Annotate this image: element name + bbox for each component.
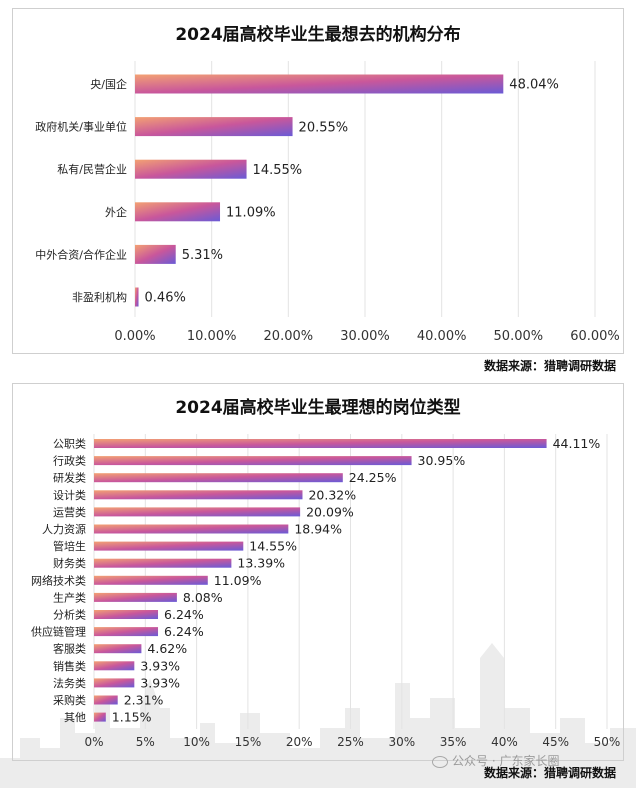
value-label: 24.25%	[349, 470, 397, 485]
x-tick-label: 35%	[440, 735, 467, 749]
category-label: 采购类	[53, 693, 86, 707]
institution-chart-title: 2024届高校毕业生最想去的机构分布	[175, 25, 461, 45]
category-label: 供应链管理	[31, 625, 86, 639]
bar	[94, 644, 142, 654]
category-label: 其他	[64, 711, 86, 724]
x-tick-label: 50.00%	[494, 329, 544, 344]
value-label: 8.08%	[183, 590, 223, 605]
bar	[135, 159, 247, 179]
bar	[135, 244, 176, 264]
bar	[94, 575, 208, 585]
category-label: 销售类	[53, 659, 86, 673]
category-label: 非盈利机构	[72, 290, 127, 304]
value-label: 6.24%	[164, 624, 204, 639]
value-label: 13.39%	[237, 556, 285, 571]
category-label: 法务类	[53, 676, 86, 690]
category-label: 行政类	[53, 454, 86, 468]
category-label: 分析类	[53, 607, 86, 621]
skyline-background	[0, 643, 636, 788]
bar	[94, 507, 301, 517]
watermark-text: 公众号 · 广东家长圈	[452, 754, 560, 768]
value-label: 14.55%	[253, 163, 303, 178]
bar	[94, 490, 303, 500]
x-tick-label: 30.00%	[340, 329, 390, 344]
value-label: 14.55%	[249, 539, 297, 554]
bar	[94, 473, 343, 483]
bar	[94, 627, 159, 637]
value-label: 48.04%	[509, 78, 559, 93]
x-tick-label: 10.00%	[187, 329, 237, 344]
value-label: 18.94%	[294, 522, 342, 537]
x-tick-label: 5%	[136, 735, 155, 749]
bar	[94, 695, 118, 705]
watermark: 公众号 · 广东家长圈	[432, 752, 559, 769]
x-tick-label: 10%	[183, 735, 210, 749]
bar	[94, 610, 159, 619]
category-label: 财务类	[53, 556, 86, 570]
value-label: 11.09%	[214, 573, 262, 588]
bar	[135, 117, 293, 137]
bar	[94, 558, 232, 568]
bar	[135, 202, 221, 222]
category-label: 私有/民营企业	[57, 162, 127, 176]
category-label: 人力资源	[42, 522, 86, 536]
category-label: 客服类	[53, 642, 86, 656]
value-label: 0.46%	[145, 291, 186, 306]
value-label: 3.93%	[140, 675, 180, 690]
position-chart-source: 数据来源：猎聘调研数据	[483, 766, 616, 780]
position-chart-panel: 2024届高校毕业生最理想的岗位类型 0% 5% 10% 15% 20% 25% 30% 35…	[12, 383, 624, 761]
bar	[135, 287, 139, 307]
category-label: 公职类	[53, 436, 86, 450]
institution-bar-chart: 0.00% 10.00% 20.00% 30.00% 40.00% 50.00% 60.00…	[35, 61, 620, 344]
category-label: 管培生	[53, 539, 86, 553]
bar	[94, 661, 135, 671]
value-label: 4.62%	[147, 641, 187, 656]
bar	[94, 456, 412, 466]
bar	[94, 524, 289, 534]
x-tick-label: 15%	[235, 735, 262, 749]
position-bar-chart: 0% 5% 10% 15% 20% 25% 30% 35% 40% 45% 50% 公职类 44.11%…	[31, 434, 621, 749]
x-tick-label: 0.00%	[114, 329, 155, 344]
category-label: 政府机关/事业单位	[35, 120, 127, 134]
x-tick-label: 25%	[337, 735, 364, 749]
x-tick-label: 40.00%	[417, 329, 467, 344]
x-tick-label: 30%	[388, 735, 415, 749]
wechat-icon	[432, 755, 448, 768]
institution-chart-panel: 2024届高校毕业生最想去的机构分布 0.00% 10.00% 20.00% 30.0…	[12, 8, 624, 354]
category-label: 央/国企	[90, 77, 127, 91]
category-label: 研发类	[53, 471, 86, 485]
x-tick-label: 60.00%	[570, 329, 620, 344]
x-tick-label: 40%	[491, 735, 518, 749]
x-tick-label: 45%	[542, 735, 569, 749]
value-label: 1.15%	[112, 710, 152, 725]
position-chart-title: 2024届高校毕业生最理想的岗位类型	[175, 398, 461, 418]
bar	[94, 712, 106, 722]
x-tick-label: 0%	[84, 735, 103, 749]
value-label: 6.24%	[164, 607, 204, 622]
value-label: 20.09%	[306, 504, 354, 519]
value-label: 44.11%	[553, 436, 601, 451]
bar	[135, 74, 504, 94]
value-label: 3.93%	[140, 658, 180, 673]
bar	[94, 592, 177, 602]
value-label: 2.31%	[124, 693, 164, 708]
category-label: 运营类	[53, 505, 86, 519]
value-label: 5.31%	[182, 248, 223, 263]
category-label: 中外合资/合作企业	[35, 247, 127, 261]
value-label: 30.95%	[418, 453, 466, 468]
x-tick-label: 20.00%	[264, 329, 314, 344]
bar	[94, 678, 135, 688]
value-label: 11.09%	[226, 205, 276, 220]
x-tick-label: 20%	[286, 735, 313, 749]
value-label: 20.32%	[308, 487, 356, 502]
x-tick-label: 50%	[594, 735, 621, 749]
category-label: 生产类	[53, 590, 86, 604]
category-label: 设计类	[53, 488, 86, 502]
value-label: 20.55%	[299, 120, 349, 135]
category-label: 网络技术类	[31, 573, 86, 587]
institution-chart-source: 数据来源：猎聘调研数据	[483, 359, 616, 373]
category-label: 外企	[105, 205, 127, 219]
bar	[94, 541, 244, 551]
bar	[94, 439, 547, 448]
